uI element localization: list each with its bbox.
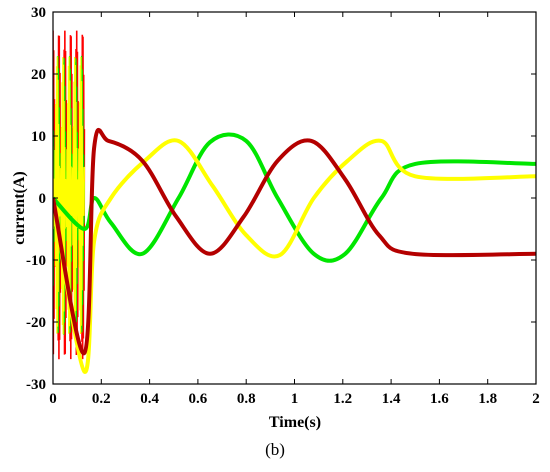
y-axis-title: current(A) (11, 171, 28, 244)
x-tick-label: 1.4 (382, 391, 401, 407)
y-tick-label: -30 (26, 377, 46, 393)
y-tick-label: 10 (31, 129, 46, 145)
x-tick-label: 0.2 (92, 391, 111, 407)
x-tick-label: 0 (49, 391, 57, 407)
x-tick-label: 0.8 (237, 391, 256, 407)
plot-frame (52, 11, 537, 385)
series-line-1 (53, 132, 536, 263)
x-tick-label: 1.8 (478, 391, 497, 407)
y-tick-label: -10 (26, 253, 46, 269)
x-axis: 0 0.2 0.4 0.6 0.8 1 1.2 1.4 1.6 1.8 2 (49, 12, 540, 407)
figure-caption: (b) (265, 440, 285, 459)
x-tick-label: 2 (532, 391, 540, 407)
series-line-3 (53, 128, 536, 356)
plot-area (52, 11, 537, 385)
x-tick-label: 1.6 (430, 391, 449, 407)
y-tick-label: 30 (31, 5, 46, 21)
y-tick-label: -20 (26, 315, 46, 331)
transient-trace-3 (53, 56, 85, 335)
y-axis: -30 -20 -10 0 10 20 30 (26, 5, 536, 393)
y-tick-label: 0 (39, 191, 47, 207)
x-tick-label: 1 (291, 391, 299, 407)
x-axis-title: Time(s) (269, 414, 321, 431)
y-tick-label: 20 (31, 67, 46, 83)
x-tick-label: 0.4 (140, 391, 159, 407)
x-tick-label: 1.2 (333, 391, 352, 407)
x-tick-label: 0.6 (189, 391, 208, 407)
